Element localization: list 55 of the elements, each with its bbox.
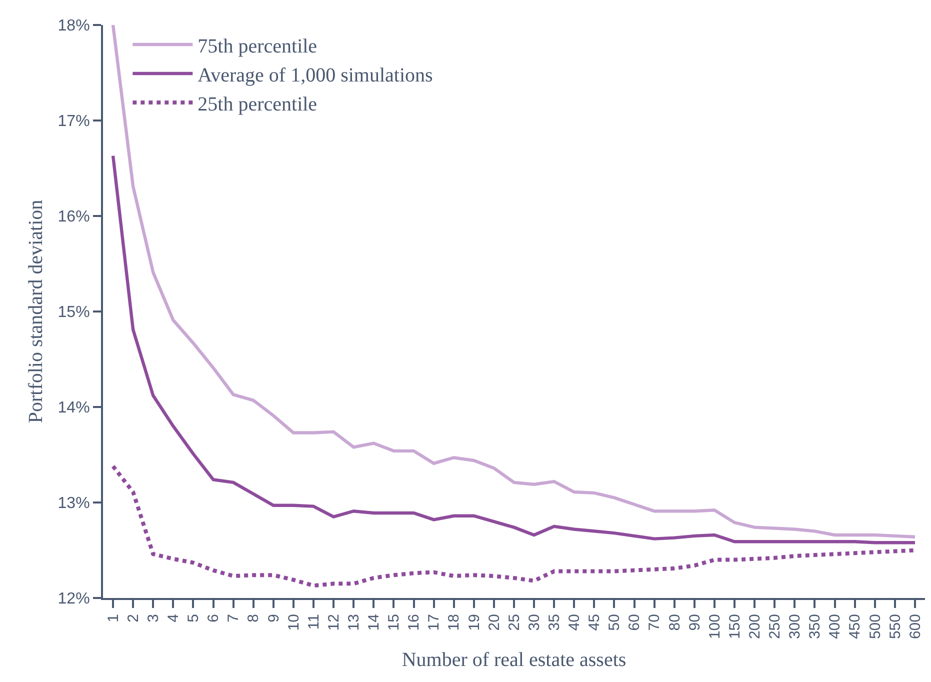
x-tick-label: 8 <box>245 614 262 622</box>
x-tick-label: 45 <box>586 614 604 631</box>
x-tick-label: 90 <box>686 614 704 631</box>
x-tick-label: 6 <box>205 614 222 622</box>
x-tick-label: 250 <box>766 614 784 640</box>
x-tick-label: 70 <box>646 614 664 631</box>
y-tick-label: 16% <box>58 208 90 226</box>
x-tick-label: 350 <box>806 614 824 640</box>
x-tick-label: 5 <box>185 614 202 622</box>
x-tick-label: 20 <box>486 614 503 631</box>
x-tick-label: 150 <box>726 614 744 640</box>
x-axis-title: Number of real estate assets <box>402 649 626 672</box>
y-tick-label: 17% <box>58 113 90 130</box>
y-tick-label: 14% <box>58 400 90 417</box>
x-tick-label: 80 <box>666 614 684 631</box>
x-tick-label: 100 <box>706 614 724 640</box>
x-tick-label: 9 <box>265 614 282 622</box>
x-tick-label: 18 <box>446 614 463 631</box>
x-tick-label: 14 <box>366 614 383 631</box>
x-tick-label: 4 <box>165 614 182 622</box>
line-series <box>111 25 917 538</box>
x-tick-label: 200 <box>746 614 764 640</box>
line-series <box>111 154 917 544</box>
x-tick-label: 2 <box>124 614 142 622</box>
y-axis-title: Portfolio standard deviation <box>24 200 47 424</box>
x-tick-label: 13 <box>345 614 362 631</box>
x-tick-label: 7 <box>225 614 242 622</box>
x-tick-label: 300 <box>786 614 804 640</box>
x-tick-label: 16 <box>406 614 423 631</box>
x-tick-label: 19 <box>466 614 483 631</box>
x-tick-label: 30 <box>526 614 543 631</box>
y-tick-label: 18% <box>58 18 90 35</box>
legend-label: Average of 1,000 simulations <box>198 64 434 86</box>
x-tick-label: 25 <box>506 614 523 631</box>
legend-label: 75th percentile <box>198 35 318 58</box>
legend-label: 25th percentile <box>198 93 318 116</box>
y-tick-label: 15% <box>58 304 90 322</box>
x-tick-label: 12 <box>325 614 342 631</box>
x-tick-label: 400 <box>826 614 844 640</box>
y-tick-label: 13% <box>58 495 90 512</box>
x-tick-label: 1 <box>104 614 122 622</box>
x-tick-label: 500 <box>866 614 884 640</box>
x-tick-label: 11 <box>305 614 322 630</box>
x-tick-label: 600 <box>906 614 924 640</box>
x-tick-label: 15 <box>386 614 403 631</box>
y-tick-label: 12% <box>58 590 90 608</box>
x-tick-label: 17 <box>426 614 443 631</box>
x-tick-label: 60 <box>626 614 644 631</box>
x-tick-label: 450 <box>846 614 864 640</box>
x-tick-label: 35 <box>546 614 563 631</box>
x-tick-label: 50 <box>606 614 624 631</box>
x-tick-label: 40 <box>566 614 584 631</box>
x-tick-label: 3 <box>144 614 162 622</box>
x-tick-label: 550 <box>886 614 904 640</box>
x-tick-label: 10 <box>285 614 302 631</box>
